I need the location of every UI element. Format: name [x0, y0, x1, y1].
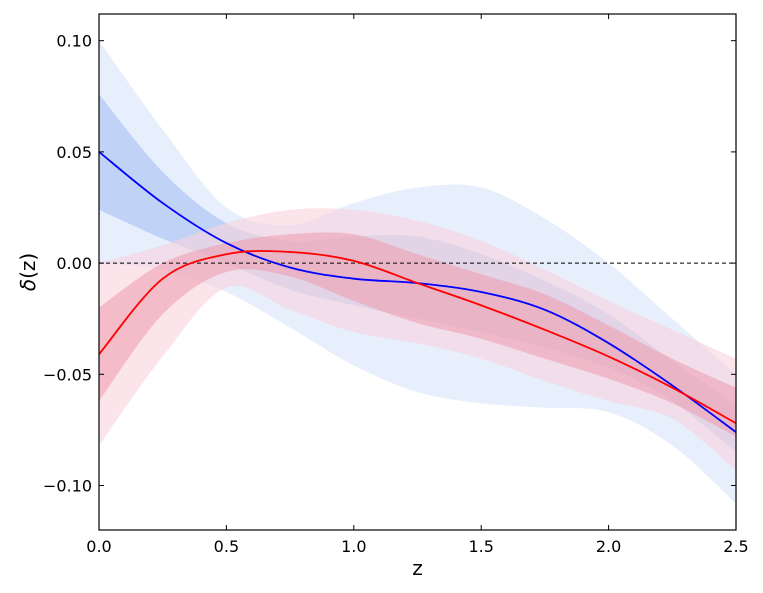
series-1-mean-line	[99, 250, 736, 425]
mean-lines	[99, 151, 736, 433]
x-axis-ticks: 0.0 0.5 1.0 1.5 2.0 2.5	[86, 14, 749, 556]
y-tick-label: 0.10	[56, 32, 92, 51]
y-axis-label-arg: (z)	[16, 253, 40, 279]
x-tick-label: 1.0	[341, 537, 366, 556]
x-tick-label: 0.5	[214, 537, 239, 556]
y-axis-label-symbol: δ	[16, 279, 40, 291]
series-1-outer-band	[99, 208, 736, 470]
y-tick-label: −0.05	[43, 365, 92, 384]
uncertainty-bands	[99, 40, 736, 504]
series-1-inner-band	[99, 232, 736, 437]
y-tick-label: 0.00	[56, 254, 92, 273]
y-tick-label: 0.05	[56, 143, 92, 162]
y-axis-ticks: 0.10 0.05 0.00 −0.05 −0.10	[43, 32, 736, 496]
x-tick-label: 2.0	[596, 537, 621, 556]
y-axis-label: δ(z)	[16, 253, 40, 291]
x-tick-label: 1.5	[468, 537, 493, 556]
plot-frame	[98, 13, 737, 531]
y-tick-label: −0.10	[43, 477, 92, 496]
x-tick-label: 0.0	[86, 537, 111, 556]
x-tick-label: 2.5	[723, 537, 748, 556]
x-axis-label: z	[412, 556, 423, 580]
